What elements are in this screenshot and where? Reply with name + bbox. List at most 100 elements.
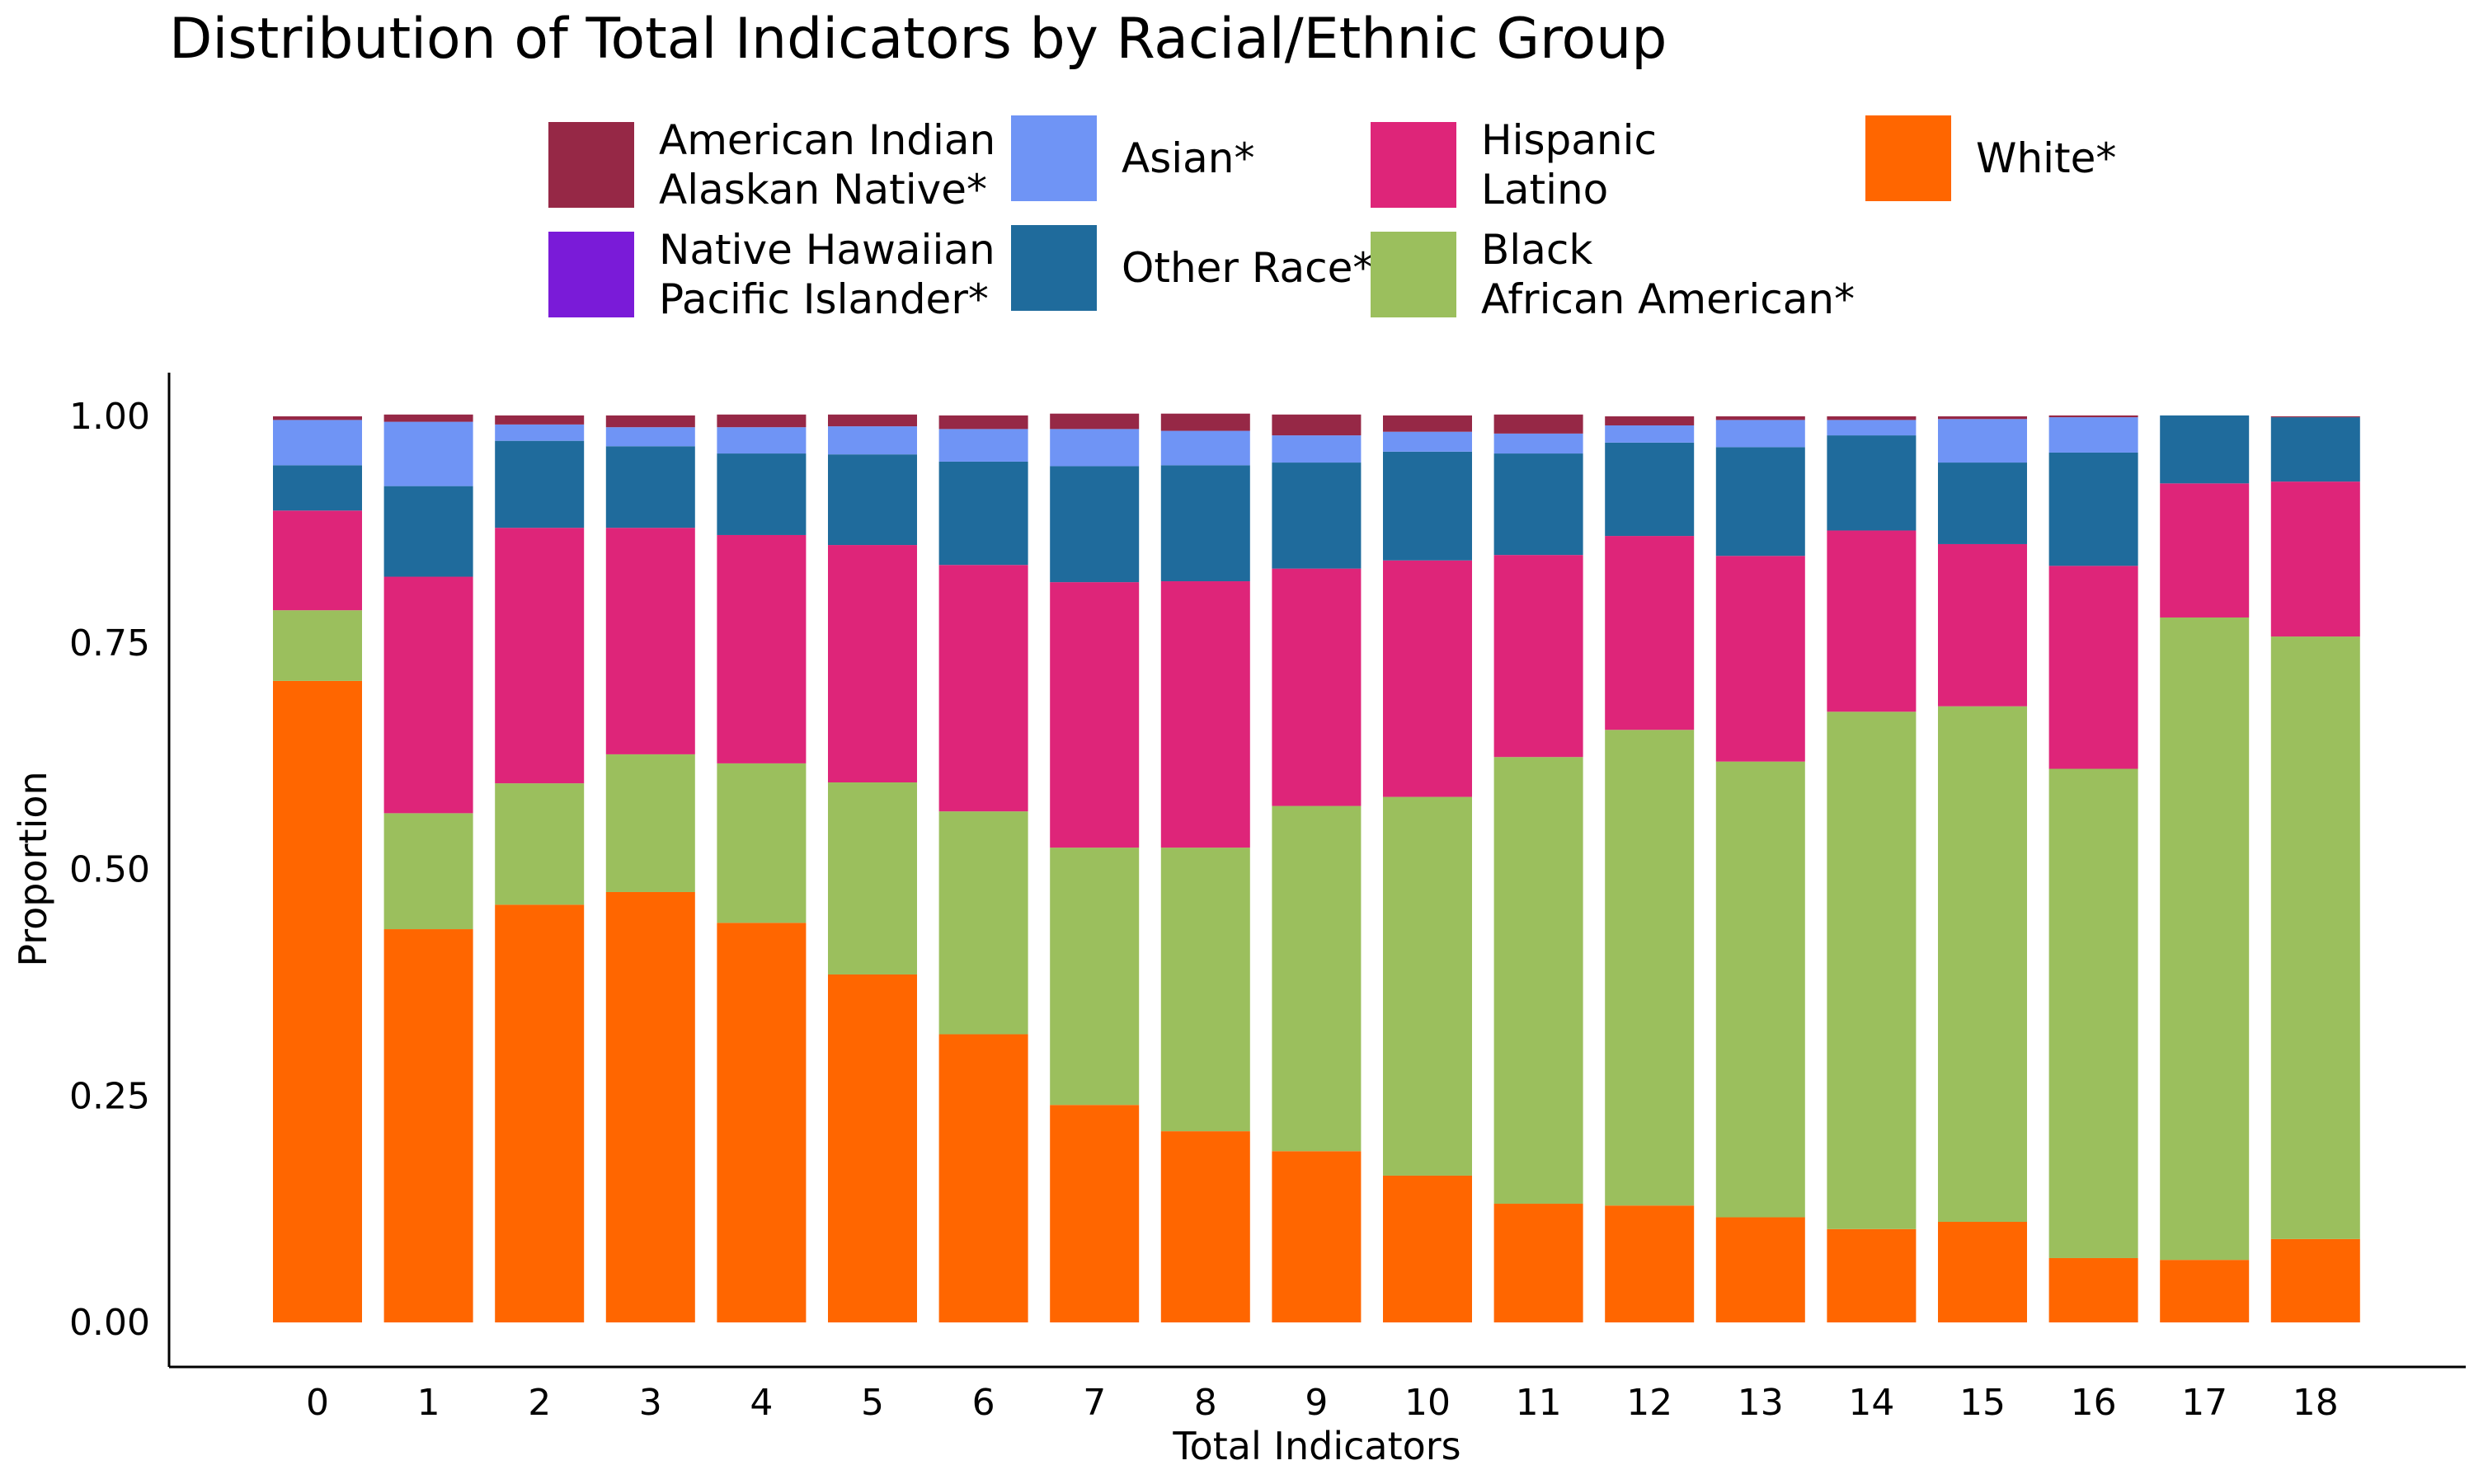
bar-segment-other-race-4 bbox=[717, 453, 807, 535]
x-tick-label: 1 bbox=[417, 1382, 440, 1424]
bar-segment-hispanic-latino-18 bbox=[2270, 481, 2360, 637]
bar-segment-hispanic-latino-4 bbox=[717, 534, 807, 763]
bar-segment-hispanic-latino-16 bbox=[2048, 566, 2138, 769]
bar-segment-white-6 bbox=[938, 1034, 1028, 1322]
bar-segment-american-indian-alaskan-native-1 bbox=[383, 414, 473, 422]
legend-item-native-hawaiian-pacific-islander: Native Hawaiian Pacific Islander* bbox=[548, 225, 995, 324]
bar-segment-black-african-american-11 bbox=[1493, 757, 1583, 1205]
bar-segment-american-indian-alaskan-native-18 bbox=[2270, 416, 2360, 418]
bar-segment-black-african-american-2 bbox=[495, 783, 585, 905]
bar-segment-asian-11 bbox=[1493, 433, 1583, 454]
bar-segment-other-race-6 bbox=[938, 461, 1028, 566]
x-tick-label: 9 bbox=[1305, 1382, 1328, 1424]
x-tick-label: 7 bbox=[1083, 1382, 1106, 1424]
bar-segment-other-race-16 bbox=[2048, 452, 2138, 566]
bar-segment-hispanic-latino-13 bbox=[1715, 556, 1805, 762]
x-tick-label: 17 bbox=[2181, 1382, 2227, 1424]
bar-segment-white-3 bbox=[605, 891, 695, 1322]
axes-group bbox=[167, 373, 2466, 1369]
bar-segment-asian-0 bbox=[273, 420, 362, 466]
x-ticks-group: 0 1 2 3 4 5 6 7 8 9 10 11 12 13 14 15 16 17 18 bbox=[306, 1382, 2339, 1424]
bar-segment-hispanic-latino-6 bbox=[938, 565, 1028, 812]
bar-segment-other-race-13 bbox=[1715, 447, 1805, 556]
legend-swatch bbox=[1865, 115, 1951, 201]
legend-label: Hispanic Latino bbox=[1481, 116, 1657, 214]
legend-swatch bbox=[1371, 122, 1456, 208]
legend-swatch bbox=[1371, 232, 1456, 317]
legend-label: Other Race* bbox=[1122, 244, 1374, 292]
bar-segment-hispanic-latino-1 bbox=[383, 576, 473, 814]
bar-segment-other-race-15 bbox=[1938, 463, 2027, 544]
bar-segment-asian-3 bbox=[605, 427, 695, 447]
bar-segment-white-5 bbox=[828, 974, 917, 1322]
bar-segment-white-14 bbox=[1827, 1228, 1917, 1322]
bar-segment-black-african-american-1 bbox=[383, 813, 473, 930]
bar-segment-white-2 bbox=[495, 904, 585, 1322]
bar-segment-black-african-american-4 bbox=[717, 763, 807, 923]
bar-segment-american-indian-alaskan-native-12 bbox=[1605, 416, 1695, 425]
bar-segment-white-18 bbox=[2270, 1238, 2360, 1322]
bar-segment-other-race-11 bbox=[1493, 453, 1583, 556]
y-tick-label: 0.75 bbox=[69, 622, 150, 665]
legend-item-asian: Asian* bbox=[1011, 115, 1254, 201]
bar-segment-american-indian-alaskan-native-2 bbox=[495, 415, 585, 425]
bar-segment-asian-8 bbox=[1160, 430, 1250, 466]
legend-label: White* bbox=[1976, 134, 2117, 182]
bar-segment-other-race-3 bbox=[605, 446, 695, 528]
bar-segment-white-4 bbox=[717, 923, 807, 1322]
chart-title: Distribution of Total Indicators by Raci… bbox=[169, 7, 1667, 72]
x-tick-label: 6 bbox=[972, 1382, 995, 1424]
bar-segment-asian-13 bbox=[1715, 420, 1805, 448]
bar-segment-black-african-american-9 bbox=[1272, 805, 1362, 1152]
bar-segment-hispanic-latino-3 bbox=[605, 528, 695, 754]
bar-segment-white-7 bbox=[1050, 1105, 1140, 1322]
bar-segment-hispanic-latino-14 bbox=[1827, 530, 1917, 712]
bar-segment-american-indian-alaskan-native-9 bbox=[1272, 414, 1362, 436]
x-axis-title: Total Indicators bbox=[1172, 1424, 1460, 1468]
bar-segment-hispanic-latino-8 bbox=[1160, 581, 1250, 848]
bar-segment-asian-9 bbox=[1272, 435, 1362, 463]
bar-segment-asian-15 bbox=[1938, 419, 2027, 463]
bar-segment-hispanic-latino-15 bbox=[1938, 543, 2027, 707]
bar-segment-american-indian-alaskan-native-13 bbox=[1715, 416, 1805, 420]
y-tick-label: 0.25 bbox=[69, 1075, 150, 1117]
bar-segment-other-race-5 bbox=[828, 454, 917, 546]
x-tick-label: 14 bbox=[1848, 1382, 1894, 1424]
bar-segment-hispanic-latino-0 bbox=[273, 510, 362, 611]
bar-segment-white-9 bbox=[1272, 1151, 1362, 1322]
bar-segment-other-race-9 bbox=[1272, 463, 1362, 569]
bar-segment-asian-1 bbox=[383, 421, 473, 486]
legend-swatch bbox=[1011, 115, 1097, 201]
bar-segment-other-race-1 bbox=[383, 486, 473, 577]
bar-segment-other-race-17 bbox=[2160, 415, 2250, 484]
bar-segment-black-african-american-10 bbox=[1383, 796, 1472, 1176]
x-tick-label: 0 bbox=[306, 1382, 329, 1424]
bar-segment-american-indian-alaskan-native-10 bbox=[1383, 415, 1472, 432]
bar-segment-white-15 bbox=[1938, 1222, 2027, 1322]
bar-segment-hispanic-latino-10 bbox=[1383, 560, 1472, 797]
y-tick-label: 0.50 bbox=[69, 849, 150, 891]
bar-segment-american-indian-alaskan-native-3 bbox=[605, 415, 695, 428]
bar-segment-black-african-american-14 bbox=[1827, 711, 1917, 1229]
bar-segment-asian-10 bbox=[1383, 431, 1472, 452]
bar-segment-black-african-american-5 bbox=[828, 782, 917, 974]
bar-segment-hispanic-latino-7 bbox=[1050, 582, 1140, 848]
bar-segment-other-race-10 bbox=[1383, 451, 1472, 561]
x-tick-label: 16 bbox=[2071, 1382, 2117, 1424]
legend-swatch bbox=[1011, 225, 1097, 311]
bar-segment-white-13 bbox=[1715, 1217, 1805, 1322]
x-tick-label: 3 bbox=[639, 1382, 662, 1424]
bar-segment-american-indian-alaskan-native-5 bbox=[828, 414, 917, 427]
bar-segment-american-indian-alaskan-native-7 bbox=[1050, 413, 1140, 430]
legend-label: Black African American* bbox=[1481, 226, 1856, 323]
bar-segment-hispanic-latino-17 bbox=[2160, 483, 2250, 618]
bar-segment-other-race-7 bbox=[1050, 466, 1140, 583]
bars-group bbox=[273, 413, 2360, 1322]
legend-item-black-african-american: Black African American* bbox=[1371, 225, 1855, 324]
bar-segment-hispanic-latino-5 bbox=[828, 545, 917, 782]
x-tick-label: 13 bbox=[1738, 1382, 1784, 1424]
legend-item-other-race: Other Race* bbox=[1011, 225, 1373, 311]
bar-segment-black-african-american-16 bbox=[2048, 768, 2138, 1258]
bar-segment-black-african-american-0 bbox=[273, 610, 362, 681]
bar-segment-american-indian-alaskan-native-4 bbox=[717, 414, 807, 428]
